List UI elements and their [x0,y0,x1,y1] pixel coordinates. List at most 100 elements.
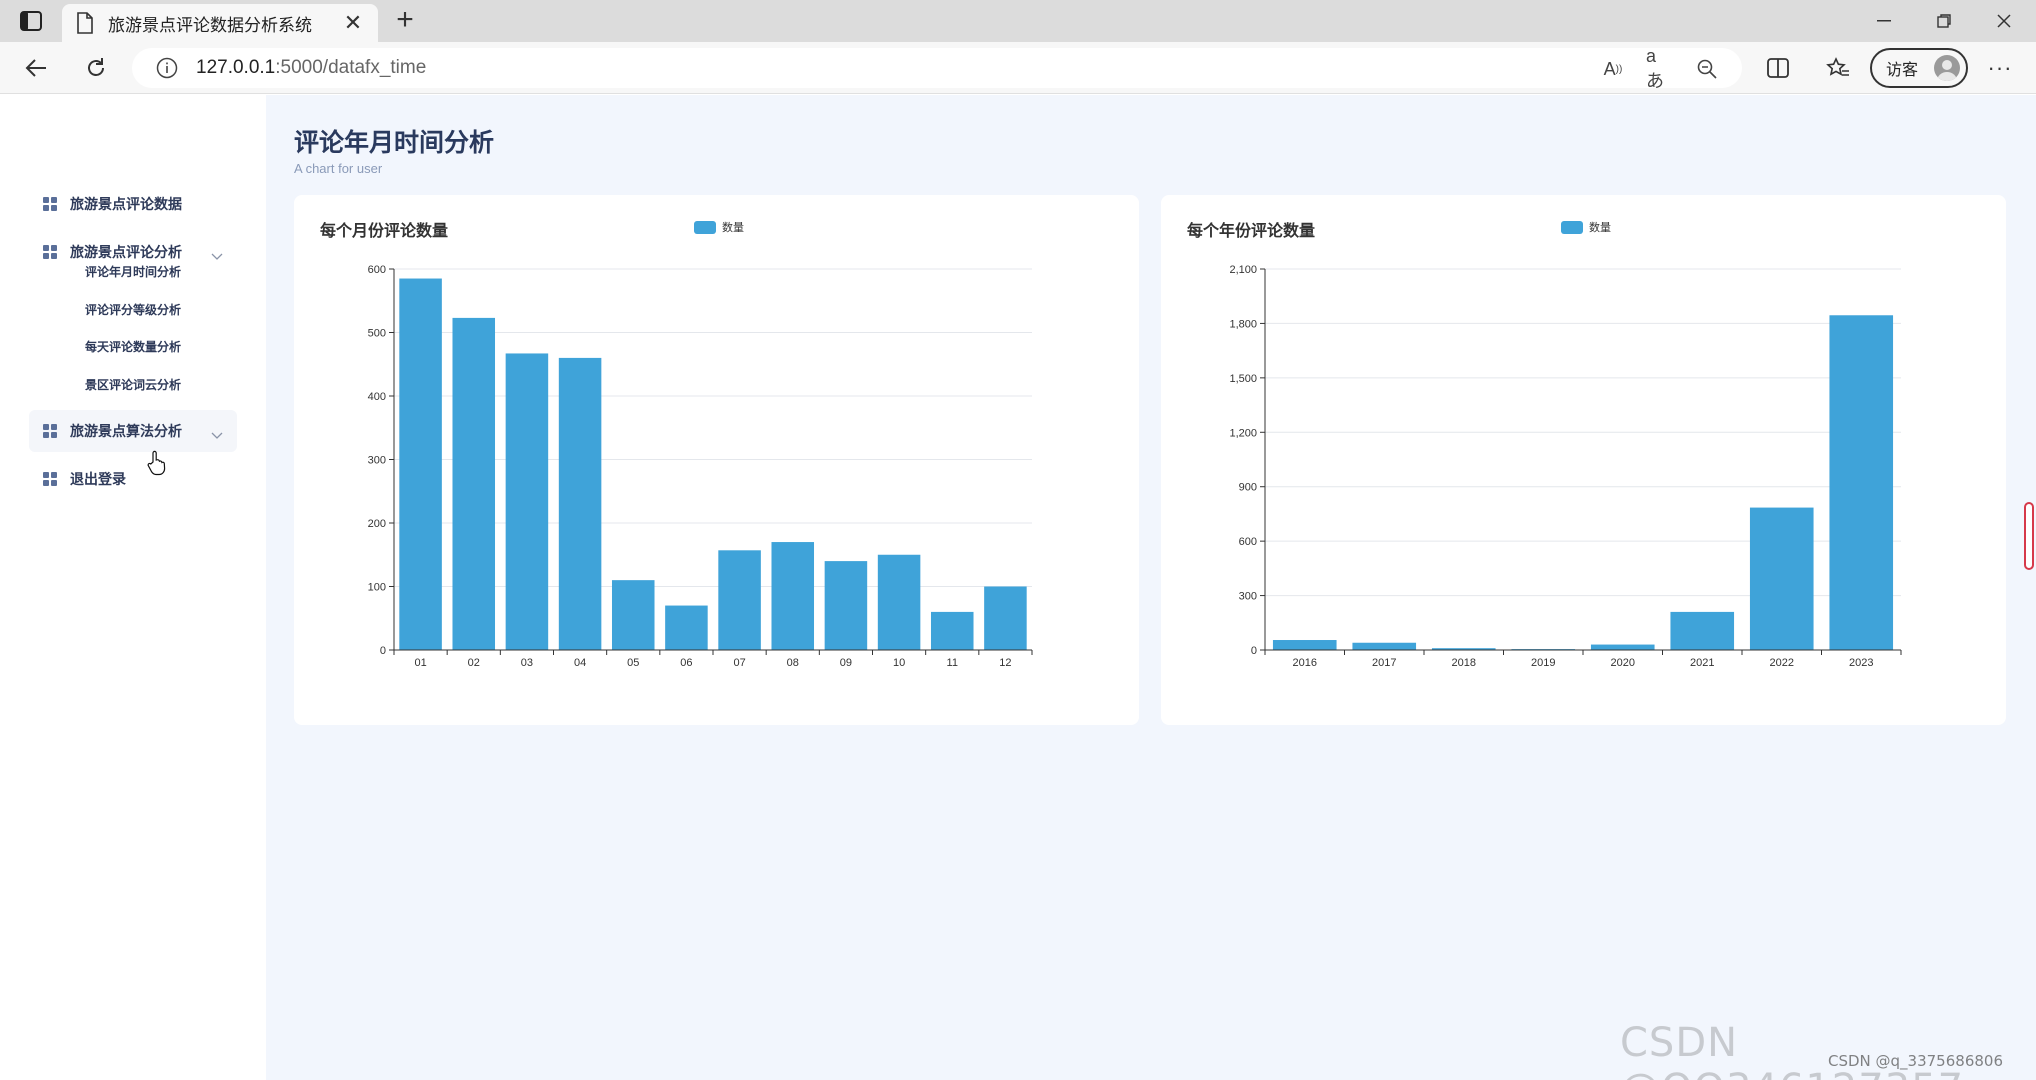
x-tick-label: 01 [414,657,426,669]
tab-actions-icon[interactable] [18,9,44,33]
x-tick-label: 12 [999,657,1011,669]
y-tick-label: 600 [368,264,386,276]
y-tick-label: 2,100 [1229,264,1257,276]
url-path: :5000/datafx_time [275,57,427,78]
more-options-icon[interactable]: ··· [1987,55,2013,80]
bar-07 [718,550,761,650]
new-tab-icon[interactable]: + [396,3,414,36]
legend-swatch [1561,220,1583,234]
submenu-item-wordcloud[interactable]: 景区评论词云分析 [85,378,182,392]
bar-2017 [1352,642,1417,650]
avatar [1934,55,1960,81]
page-subtitle: A chart for user [294,161,383,176]
restore-icon[interactable] [1920,6,1968,36]
yearly-chart-card: 每个年份评论数量 数量 0 300 600 900 1,200 1,500 1,800 2,1… [1161,195,2006,725]
y-tick-label: 0 [1251,645,1257,657]
back-arrow-icon[interactable] [20,52,52,84]
y-tick-label: 900 [1239,482,1257,494]
y-tick-label: 200 [368,518,386,530]
browser-tab[interactable]: 旅游景点评论数据分析系统 ✕ [62,4,378,42]
bar-2018 [1431,648,1496,650]
legend-label: 数量 [1589,222,1611,234]
x-tick-label: 2019 [1531,657,1555,669]
x-tick-label: 07 [733,657,745,669]
chevron-down-icon [211,248,223,260]
bar-03 [505,353,549,650]
y-tick-label: 500 [368,328,386,340]
y-tick-label: 1,200 [1229,427,1257,439]
hand-cursor-icon [146,450,168,476]
tab-close-icon[interactable]: ✕ [343,10,363,35]
x-tick-label: 06 [680,657,692,669]
x-tick-label: 09 [840,657,852,669]
x-tick-label: 2018 [1452,657,1476,669]
menu-item-comment-data[interactable]: 旅游景点评论数据 [29,183,237,225]
scroll-indicator[interactable] [2024,502,2034,570]
menu-item-logout[interactable]: 退出登录 [29,458,237,500]
bar-10 [877,554,921,650]
browser-toolbar: 127.0.0.1:5000/datafx_time A)) aあ 访客 ··· [0,42,2036,94]
x-tick-label: 03 [521,657,533,669]
address-bar[interactable]: 127.0.0.1:5000/datafx_time A)) aあ [132,45,1742,91]
chart-title: 每个年份评论数量 [1187,223,1316,240]
x-tick-label: 2020 [1611,657,1635,669]
split-screen-icon[interactable] [1762,52,1794,84]
bar-01 [399,278,442,650]
app-sidebar: 旅游景点评论数据 旅游景点评论分析 评论年月时间分析 评论评分等级分析 每天评论… [0,95,266,1080]
monthly-chart-card: 每个月份评论数量 数量 0 100 200 300 400 500 600 01 02 03 04 0… [294,195,1139,725]
submenu-item-rating-analysis[interactable]: 评论评分等级分析 [85,303,182,317]
y-tick-label: 300 [368,455,386,467]
x-tick-label: 2017 [1372,657,1396,669]
minimize-icon[interactable] [1860,6,1908,36]
x-tick-label: 2021 [1690,657,1714,669]
bar-09 [824,561,868,650]
menu-label: 旅游景点算法分析 [70,423,182,439]
read-aloud-icon[interactable]: A)) [1603,58,1623,79]
url-host: 127.0.0.1 [196,57,276,78]
page-title: 评论年月时间分析 [294,129,495,157]
grid-icon [43,197,57,211]
x-tick-label: 05 [627,657,639,669]
menu-label: 退出登录 [70,471,126,487]
bar-2022 [1749,507,1814,650]
bar-04 [558,357,602,650]
favorites-icon[interactable] [1822,52,1854,84]
profile-button[interactable]: 访客 [1870,48,1968,88]
grid-icon [43,424,57,438]
y-tick-label: 300 [1239,591,1257,603]
submenu-item-daily-count[interactable]: 每天评论数量分析 [85,340,182,354]
menu-item-comment-analysis[interactable]: 旅游景点评论分析 [29,231,237,273]
zoom-out-icon[interactable] [1694,56,1720,82]
y-tick-label: 1,500 [1229,373,1257,385]
site-info-icon[interactable] [156,57,178,79]
x-tick-label: 08 [787,657,799,669]
monthly-bar-chart: 0 100 200 300 400 500 600 01 02 03 04 05 06 07 08 09 10 1… [368,264,1033,669]
x-tick-label: 2023 [1849,657,1873,669]
profile-label: 访客 [1886,62,1919,79]
y-tick-label: 600 [1239,536,1257,548]
menu-label: 旅游景点评论数据 [70,196,182,212]
bar-2020 [1590,644,1655,650]
close-window-icon[interactable] [1980,6,2028,36]
grid-icon [43,472,57,486]
translate-icon[interactable]: aあ [1646,45,1664,91]
yearly-bar-chart: 0 300 600 900 1,200 1,500 1,800 2,100 2016 2017 20… [1229,264,1902,669]
page-icon [76,12,94,34]
menu-item-algorithm-analysis[interactable]: 旅游景点算法分析 [29,410,237,452]
y-tick-label: 100 [368,582,386,594]
submenu-item-time-analysis[interactable]: 评论年月时间分析 [85,265,182,279]
chart-legend[interactable]: 数量 [1561,219,1611,235]
chart-legend[interactable]: 数量 [694,219,744,235]
bar-12 [984,586,1027,650]
bar-08 [771,542,815,650]
bar-2023 [1829,315,1894,650]
y-tick-label: 1,800 [1229,318,1257,330]
bar-2021 [1670,611,1735,650]
legend-label: 数量 [722,222,744,234]
legend-swatch [694,220,716,234]
reload-icon[interactable] [80,52,112,84]
chart-title: 每个月份评论数量 [320,223,449,240]
tab-title: 旅游景点评论数据分析系统 [108,15,312,35]
bar-06 [665,605,708,650]
